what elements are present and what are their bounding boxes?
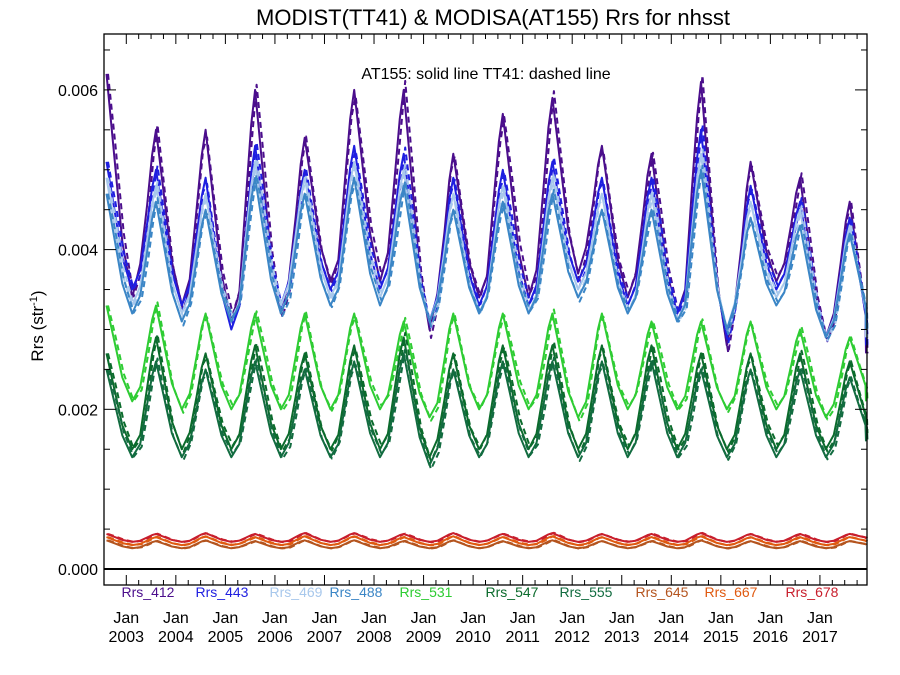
legend-item-Rrs_678: Rrs_678 xyxy=(786,584,839,600)
legend-item-Rrs_469: Rrs_469 xyxy=(270,584,323,600)
x-tick-year-label: 2005 xyxy=(208,629,244,646)
x-tick-year-label: 2004 xyxy=(158,629,194,646)
series-line-Rrs_443-tt41 xyxy=(107,123,869,346)
series-layer xyxy=(105,73,869,550)
x-tick-year-label: 2012 xyxy=(554,629,590,646)
series-line-Rrs_555-at155 xyxy=(105,352,867,467)
legend-item-Rrs_547: Rrs_547 xyxy=(486,584,539,600)
y-tick-label: 0.006 xyxy=(58,83,98,100)
x-tick-month-label: Jan xyxy=(361,610,387,627)
legend-item-Rrs_531: Rrs_531 xyxy=(400,584,453,600)
y-axis-label-text: Rrs (str xyxy=(28,306,47,362)
x-tick-year-label: 2009 xyxy=(406,629,442,646)
x-tick-month-label: Jan xyxy=(460,610,486,627)
series-line-Rrs_412-tt41 xyxy=(107,73,869,355)
x-tick-year-label: 2015 xyxy=(703,629,739,646)
x-tick-year-label: 2016 xyxy=(753,629,789,646)
x-tick-month-label: Jan xyxy=(262,610,288,627)
x-tick-month-label: Jan xyxy=(559,610,585,627)
y-tick-label: 0.004 xyxy=(58,243,98,260)
line-style-annotation: AT155: solid line TT41: dashed line xyxy=(361,66,610,83)
x-tick-month-label: Jan xyxy=(757,610,783,627)
axes-layer: 0.000 0.002 0.004 0.006 Jan 2003 Jan 2004 Jan 200… xyxy=(58,34,867,646)
series-line-Rrs_645-tt41 xyxy=(107,539,869,550)
series-line-Rrs_555-tt41 xyxy=(107,348,869,471)
x-tick-month-label: Jan xyxy=(807,610,833,627)
x-tick-month-label: Jan xyxy=(312,610,338,627)
x-tick-month-label: Jan xyxy=(212,610,238,627)
series-line-Rrs_412-at155 xyxy=(105,73,867,354)
series-line-Rrs_469-tt41 xyxy=(107,148,869,342)
series-line-Rrs_678-tt41 xyxy=(107,531,869,544)
series-line-Rrs_443-at155 xyxy=(105,128,867,346)
y-axis-label-exponent: -1 xyxy=(28,296,40,306)
y-tick-label: 0.002 xyxy=(58,402,98,419)
x-tick-year-label: 2013 xyxy=(604,629,640,646)
series-line-Rrs_667-tt41 xyxy=(107,535,869,547)
x-tick-year-label: 2017 xyxy=(802,629,838,646)
x-tick-year-label: 2003 xyxy=(108,629,144,646)
x-tick-month-label: Jan xyxy=(708,610,734,627)
chart-title: MODIST(TT41) & MODISA(AT155) Rrs for nhs… xyxy=(256,5,730,30)
legend-item-Rrs_645: Rrs_645 xyxy=(636,584,689,600)
legend-item-Rrs_555: Rrs_555 xyxy=(560,584,613,600)
x-tick-year-label: 2011 xyxy=(505,629,540,646)
series-line-Rrs_488-tt41 xyxy=(107,164,869,342)
legend: Rrs_412 Rrs_443 Rrs_469 Rrs_488 Rrs_531 Rrs_5… xyxy=(122,584,839,600)
x-tick-month-label: Jan xyxy=(113,610,139,627)
y-axis-label: Rrs (str-1) xyxy=(28,290,47,361)
legend-item-Rrs_667: Rrs_667 xyxy=(705,584,758,600)
legend-item-Rrs_443: Rrs_443 xyxy=(196,584,249,600)
x-tick-year-label: 2010 xyxy=(455,629,491,646)
x-tick-year-label: 2006 xyxy=(257,629,293,646)
legend-item-Rrs_412: Rrs_412 xyxy=(122,584,175,600)
x-tick-month-label: Jan xyxy=(510,610,536,627)
x-tick-month-label: Jan xyxy=(411,610,437,627)
series-line-Rrs_531-tt41 xyxy=(107,301,869,423)
y-tick-label: 0.000 xyxy=(58,562,98,579)
legend-item-Rrs_488: Rrs_488 xyxy=(330,584,383,600)
y-axis-label-close: ) xyxy=(28,290,47,296)
plot-frame xyxy=(103,33,868,586)
x-tick-year-label: 2014 xyxy=(653,629,689,646)
x-tick-year-label: 2008 xyxy=(356,629,392,646)
x-tick-month-label: Jan xyxy=(658,610,684,627)
x-tick-month-label: Jan xyxy=(163,610,189,627)
series-line-Rrs_547-tt41 xyxy=(107,331,869,463)
x-tick-month-label: Jan xyxy=(609,610,635,627)
x-tick-year-label: 2007 xyxy=(307,629,343,646)
